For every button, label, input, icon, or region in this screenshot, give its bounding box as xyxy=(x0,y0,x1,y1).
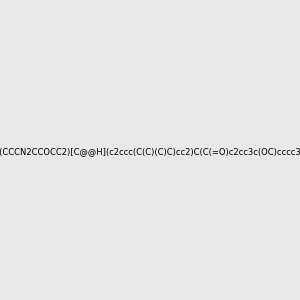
Text: O=C1N(CCCN2CCOCC2)[C@@H](c2ccc(C(C)(C)C)cc2)C(C(=O)c2cc3c(OC)cccc3o2)=C1O: O=C1N(CCCN2CCOCC2)[C@@H](c2ccc(C(C)(C)C)… xyxy=(0,147,300,156)
